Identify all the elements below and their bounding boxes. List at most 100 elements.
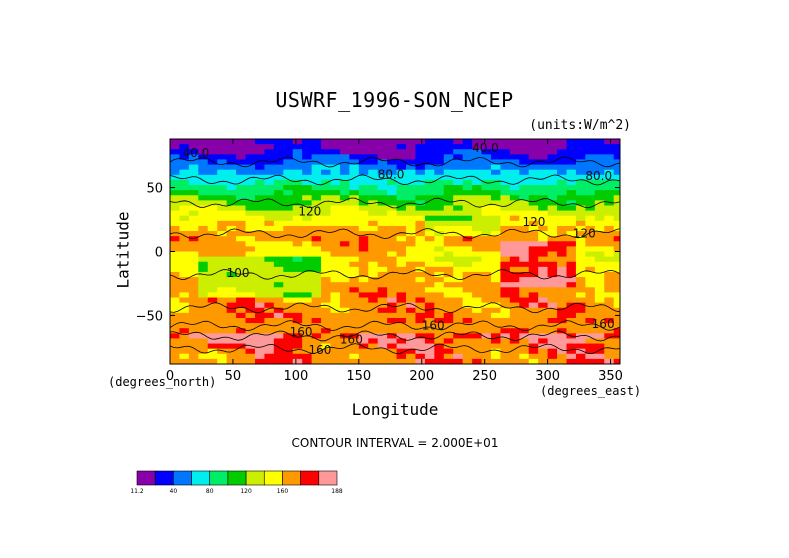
heatmap-cell <box>387 149 398 155</box>
heatmap-cell <box>264 333 275 340</box>
heatmap-cell <box>481 241 492 247</box>
heatmap-cell <box>179 225 190 232</box>
heatmap-cell <box>481 246 492 253</box>
heatmap-cell <box>179 220 190 227</box>
heatmap-cell <box>585 236 596 242</box>
heatmap-cell <box>254 185 266 191</box>
heatmap-cell <box>226 154 237 161</box>
heatmap-cell <box>358 185 369 191</box>
heatmap-cell <box>377 297 388 304</box>
heatmap-cell <box>358 215 369 222</box>
heatmap-cell <box>358 256 369 263</box>
heatmap-cell <box>387 210 398 217</box>
heatmap-cell <box>500 256 511 263</box>
heatmap-cell <box>406 246 417 253</box>
heatmap-cell <box>330 139 341 145</box>
heatmap-cell <box>481 271 492 278</box>
heatmap-cell <box>207 144 218 150</box>
heatmap-cell <box>226 159 237 166</box>
heatmap-cell <box>339 246 350 253</box>
colorbar-swatch <box>227 470 247 486</box>
heatmap-cell <box>453 282 464 288</box>
heatmap-cell <box>519 348 530 355</box>
heatmap-cell <box>547 256 558 263</box>
heatmap-cell <box>292 292 303 299</box>
heatmap-cell <box>490 266 502 273</box>
heatmap-cell <box>406 241 417 247</box>
heatmap-cell <box>585 251 596 258</box>
heatmap-cell <box>311 215 322 222</box>
heatmap-cell <box>538 277 549 283</box>
heatmap-cell <box>207 190 218 196</box>
heatmap-cell <box>349 154 360 161</box>
heatmap-cell <box>377 179 388 186</box>
heatmap-cell <box>198 215 209 222</box>
heatmap-cell <box>349 323 360 329</box>
heatmap-cell <box>613 139 620 145</box>
heatmap-cell <box>585 312 596 319</box>
heatmap-cell <box>358 190 369 196</box>
heatmap-cell <box>245 323 256 329</box>
heatmap-cell <box>613 282 620 288</box>
heatmap-cell <box>207 215 218 222</box>
heatmap-cell <box>264 353 275 360</box>
heatmap-cell <box>273 343 284 350</box>
heatmap-cell <box>538 149 549 155</box>
heatmap-cell <box>566 215 577 222</box>
heatmap-cell <box>170 190 181 196</box>
heatmap-cell <box>188 169 199 176</box>
heatmap-cell <box>575 323 586 329</box>
heatmap-cell <box>349 297 360 304</box>
heatmap-cell <box>207 225 218 232</box>
heatmap-cell <box>528 282 539 288</box>
heatmap-cell <box>198 144 209 150</box>
heatmap-cell <box>377 164 388 171</box>
heatmap-cell <box>509 236 520 242</box>
heatmap-cell <box>613 220 620 227</box>
heatmap-cell <box>585 292 596 299</box>
heatmap-cell <box>538 174 549 181</box>
heatmap-cell <box>236 271 247 278</box>
heatmap-cell <box>604 215 615 222</box>
heatmap-cell <box>311 185 322 191</box>
heatmap-cell <box>377 169 388 176</box>
heatmap-cell <box>273 195 284 201</box>
contour-line <box>170 269 620 281</box>
heatmap-cell <box>566 220 577 227</box>
heatmap-cell <box>557 353 568 360</box>
heatmap-cell <box>528 205 539 212</box>
heatmap-cell <box>594 159 605 166</box>
heatmap-cell <box>575 179 586 186</box>
heatmap-cell <box>358 271 369 278</box>
heatmap-cell <box>236 231 247 237</box>
heatmap-cell <box>396 312 407 319</box>
heatmap-cell <box>519 231 530 237</box>
heatmap-cell <box>472 358 483 364</box>
heatmap-cell <box>179 353 190 360</box>
heatmap-cell <box>368 271 379 278</box>
heatmap-cell <box>472 205 483 212</box>
heatmap-cell <box>528 220 539 227</box>
heatmap-cell <box>358 277 369 283</box>
heatmap-cell <box>188 220 199 227</box>
heatmap-cell <box>179 277 190 283</box>
heatmap-cell <box>217 343 228 350</box>
heatmap-cell <box>509 169 520 176</box>
heatmap-cell <box>349 220 360 227</box>
heatmap-cell <box>264 231 275 237</box>
heatmap-cell <box>302 343 313 350</box>
heatmap-cell <box>245 144 256 150</box>
heatmap-cell <box>207 277 218 283</box>
heatmap-cell <box>292 261 303 268</box>
heatmap-cell <box>443 195 454 201</box>
heatmap-cell <box>264 317 275 324</box>
heatmap-cell <box>453 353 464 360</box>
heatmap-cell <box>434 236 445 242</box>
heatmap-cell <box>311 200 322 207</box>
heatmap-cell <box>302 200 313 207</box>
heatmap-cell <box>453 277 464 283</box>
heatmap-cell <box>170 159 181 166</box>
heatmap-cell <box>443 307 454 314</box>
heatmap-cell <box>415 139 426 145</box>
heatmap-cell <box>415 353 426 360</box>
